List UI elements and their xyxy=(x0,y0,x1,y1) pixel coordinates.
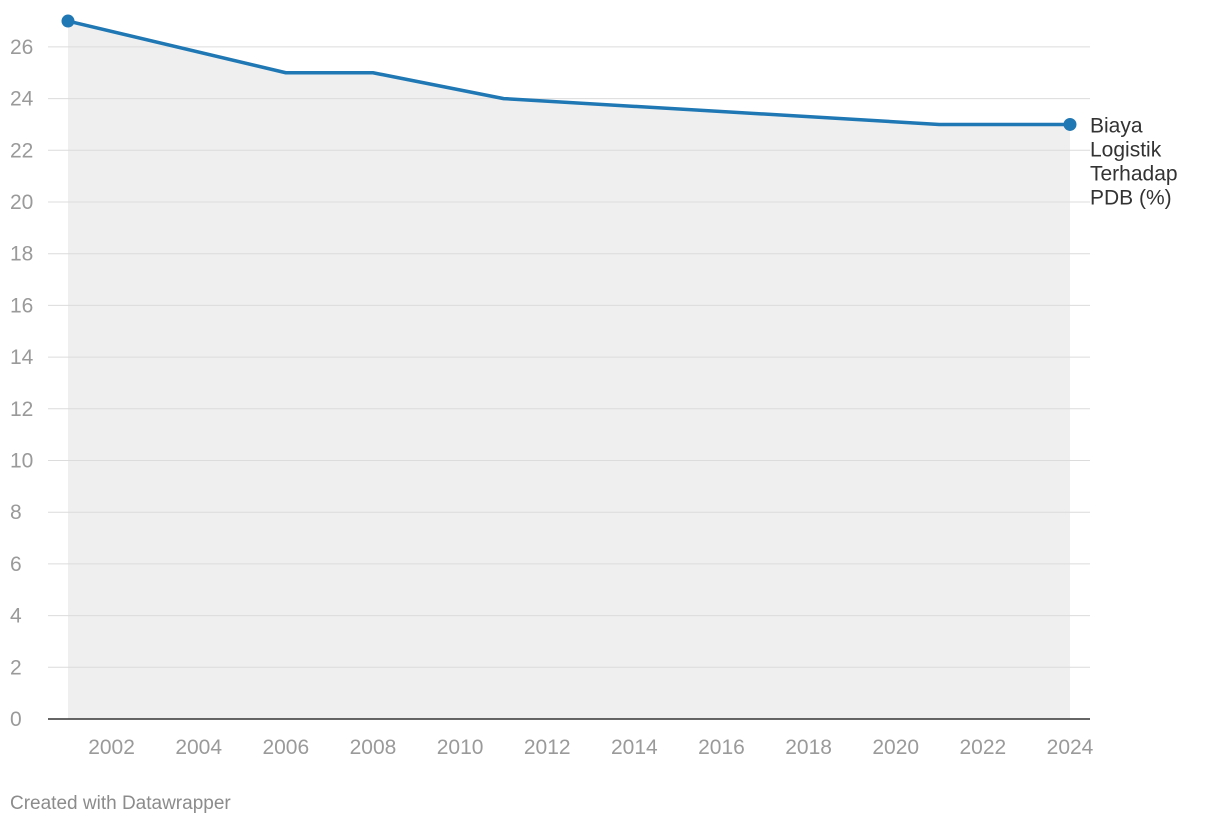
x-tick-label: 2022 xyxy=(960,736,1007,759)
y-tick-label: 14 xyxy=(10,346,34,369)
y-tick-label: 6 xyxy=(10,553,22,576)
series-label-line: PDB (%) xyxy=(1090,186,1172,209)
x-tick-label: 2004 xyxy=(175,736,222,759)
y-tick-label: 2 xyxy=(10,656,22,679)
y-tick-label: 16 xyxy=(10,294,33,317)
y-tick-label: 24 xyxy=(10,88,34,111)
y-tick-label: 26 xyxy=(10,36,33,59)
x-tick-label: 2006 xyxy=(262,736,309,759)
x-tick-label: 2002 xyxy=(88,736,135,759)
y-tick-label: 20 xyxy=(10,191,33,214)
series-label-line: Biaya xyxy=(1090,114,1143,137)
x-tick-label: 2008 xyxy=(350,736,397,759)
series-label: Biaya Logistik Terhadap PDB (%) xyxy=(1090,114,1178,209)
x-tick-label: 2012 xyxy=(524,736,571,759)
y-tick-label: 4 xyxy=(10,605,22,628)
y-tick-label: 22 xyxy=(10,139,33,162)
series-start-dot xyxy=(61,14,75,28)
y-tick-label: 18 xyxy=(10,243,33,266)
y-tick-label: 10 xyxy=(10,450,33,473)
y-tick-label: 8 xyxy=(10,501,22,524)
series-label-line: Logistik xyxy=(1090,138,1162,161)
x-tick-label: 2020 xyxy=(872,736,919,759)
x-tick-label: 2010 xyxy=(437,736,484,759)
x-tick-label: 2016 xyxy=(698,736,745,759)
datawrapper-credit: Created with Datawrapper xyxy=(10,793,231,814)
x-tick-label: 2014 xyxy=(611,736,658,759)
series-label-line: Terhadap xyxy=(1090,162,1178,185)
series-end-dot xyxy=(1063,117,1077,131)
x-tick-label: 2024 xyxy=(1047,736,1094,759)
series-line xyxy=(66,19,1072,127)
y-tick-label: 12 xyxy=(10,398,33,421)
y-tick-label: 0 xyxy=(10,708,22,731)
x-tick-label: 2018 xyxy=(785,736,832,759)
area-fill xyxy=(68,21,1070,720)
